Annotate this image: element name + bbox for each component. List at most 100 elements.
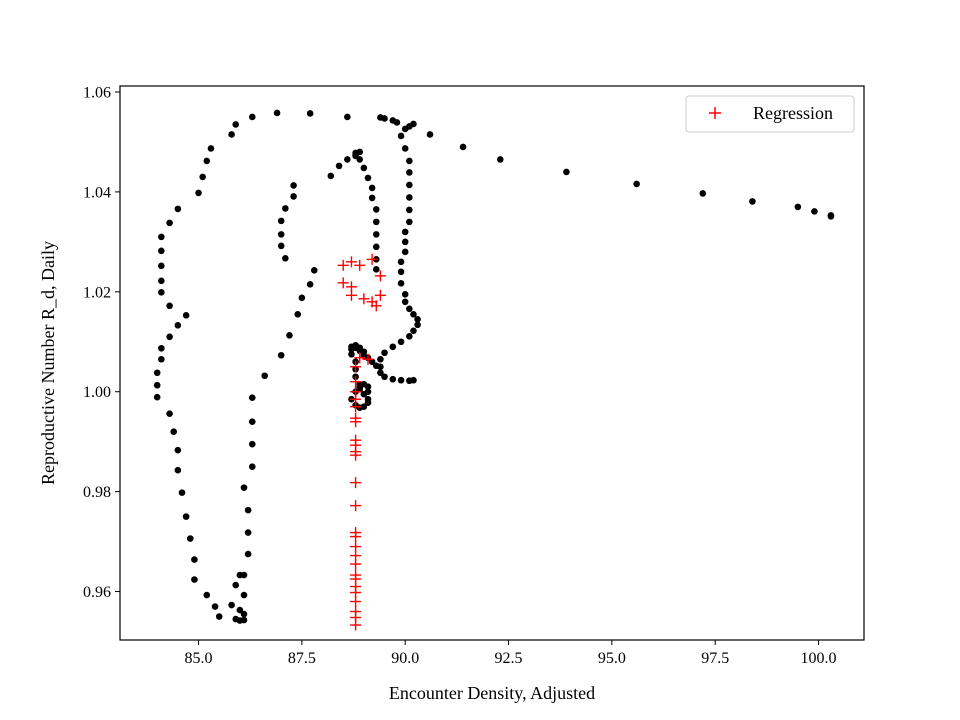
regression-point [362,353,374,365]
data-point [277,217,285,225]
regression-point [350,558,362,570]
data-point [282,205,289,212]
data-point [228,131,235,138]
data-point [377,355,384,363]
data-point [389,375,397,383]
data-point [232,121,240,128]
data-point [410,376,417,384]
data-point [248,418,256,425]
data-point [348,350,355,358]
regression-point [350,449,362,461]
data-point [410,310,417,318]
data-point [261,372,268,380]
data-point [397,132,405,140]
regression-series [337,253,386,631]
data-point [377,369,384,377]
data-point [248,113,256,121]
y-tick-label: 0.98 [83,484,111,501]
data-point [306,281,314,288]
data-point [158,233,165,241]
data-point [174,205,182,213]
data-point [406,157,413,165]
data-point [344,113,351,121]
x-tick-label: 92.5 [495,650,523,667]
data-point [240,610,248,618]
data-point [248,440,256,448]
data-point [364,174,372,182]
data-point [174,321,182,329]
data-point [364,399,372,407]
regression-point [374,270,386,282]
data-point [372,243,380,251]
data-point [364,388,372,396]
legend-plus-marker [709,107,721,119]
regression-point [374,289,386,301]
x-tick-label: 97.5 [701,650,729,667]
plot-area-frame [119,85,865,641]
data-point [699,190,707,197]
data-point [282,255,289,262]
data-point [310,267,318,274]
regression-point [337,259,349,271]
data-point [410,327,417,335]
data-point [158,344,165,352]
data-point [406,332,413,340]
data-point [389,343,397,351]
data-point [178,489,186,496]
x-tick-label: 87.5 [288,650,316,667]
data-point [372,206,380,213]
data-point [195,189,202,197]
regression-point [350,596,362,608]
data-point [215,613,223,620]
data-point [158,355,165,363]
data-point [344,156,351,163]
data-point [633,180,640,188]
legend-label-regression: Regression [753,103,833,123]
data-point [372,362,380,370]
x-tick-label: 100.0 [801,650,837,667]
y-tick-label: 1.06 [83,84,111,101]
data-point [277,351,285,359]
data-point [182,311,190,319]
y-tick-label: 0.96 [83,584,111,601]
data-point [406,181,413,189]
data-point [277,242,285,250]
data-point [166,219,173,227]
data-point [211,603,219,610]
data-point [397,258,405,266]
data-point [827,213,835,220]
regression-point [350,531,362,543]
regression-point [354,352,366,364]
data-point [389,117,397,124]
data-point [191,556,198,563]
data-point [236,571,244,579]
data-point [397,376,405,384]
regression-point [350,500,362,512]
x-tick-label: 95.0 [598,650,626,667]
data-point [290,193,297,200]
data-point [244,529,252,536]
data-point [414,321,421,329]
data-point [306,110,314,117]
data-point [401,238,409,246]
data-point [397,268,405,276]
data-point [298,294,306,302]
data-point [158,262,165,270]
data-point [381,373,388,381]
data-point [406,305,413,313]
data-point [563,168,570,176]
data-point [406,218,413,226]
data-point [240,484,248,491]
data-point [352,152,359,160]
legend: Regression [685,95,855,133]
data-point [170,428,178,435]
data-point [368,358,376,366]
y-tick-label: 1.02 [83,284,111,301]
regression-point [366,253,378,265]
data-point [397,338,405,346]
data-point [372,218,380,226]
data-point [401,125,409,133]
data-point [174,446,182,454]
data-point [174,466,182,474]
data-point [335,162,343,170]
